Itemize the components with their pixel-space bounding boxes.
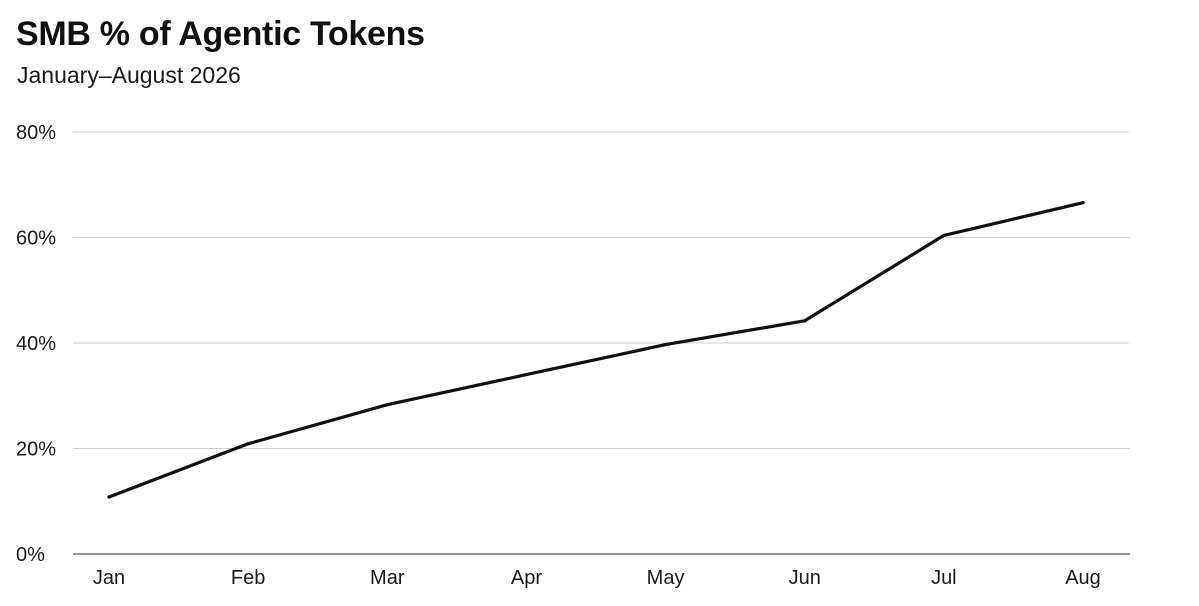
series-line bbox=[107, 201, 1085, 499]
y-tick-label: 0% bbox=[16, 544, 45, 566]
x-tick-label: Aug bbox=[1065, 567, 1101, 589]
x-tick-label: Apr bbox=[511, 567, 542, 589]
series-layer bbox=[107, 201, 1085, 499]
data-point bbox=[942, 233, 946, 237]
data-point bbox=[524, 373, 529, 377]
y-tick-label: 40% bbox=[16, 333, 56, 355]
y-tick-label: 80% bbox=[16, 122, 56, 144]
gridlines bbox=[73, 131, 1130, 555]
chart-subtitle: January–August 2026 bbox=[17, 62, 241, 88]
x-tick-label: May bbox=[647, 567, 685, 589]
y-tick-label: 60% bbox=[16, 228, 56, 250]
chart-title: SMB % of Agentic Tokens bbox=[16, 15, 425, 53]
y-axis-ticks: 0% 20% 40% 60% 80% bbox=[16, 122, 56, 566]
data-point bbox=[803, 319, 807, 323]
data-point bbox=[246, 442, 250, 446]
x-axis-ticks: Jan Feb Mar Apr May Jun Jul Aug bbox=[93, 567, 1101, 589]
data-point bbox=[385, 403, 389, 407]
x-tick-label: Mar bbox=[370, 567, 405, 589]
y-tick-label: 20% bbox=[16, 439, 56, 461]
data-point bbox=[1081, 201, 1085, 205]
data-point bbox=[107, 495, 111, 499]
x-tick-label: Feb bbox=[231, 567, 265, 589]
x-tick-label: Jun bbox=[789, 567, 821, 589]
x-tick-label: Jan bbox=[93, 567, 125, 589]
x-tick-label: Jul bbox=[931, 567, 957, 589]
data-point bbox=[663, 342, 668, 347]
